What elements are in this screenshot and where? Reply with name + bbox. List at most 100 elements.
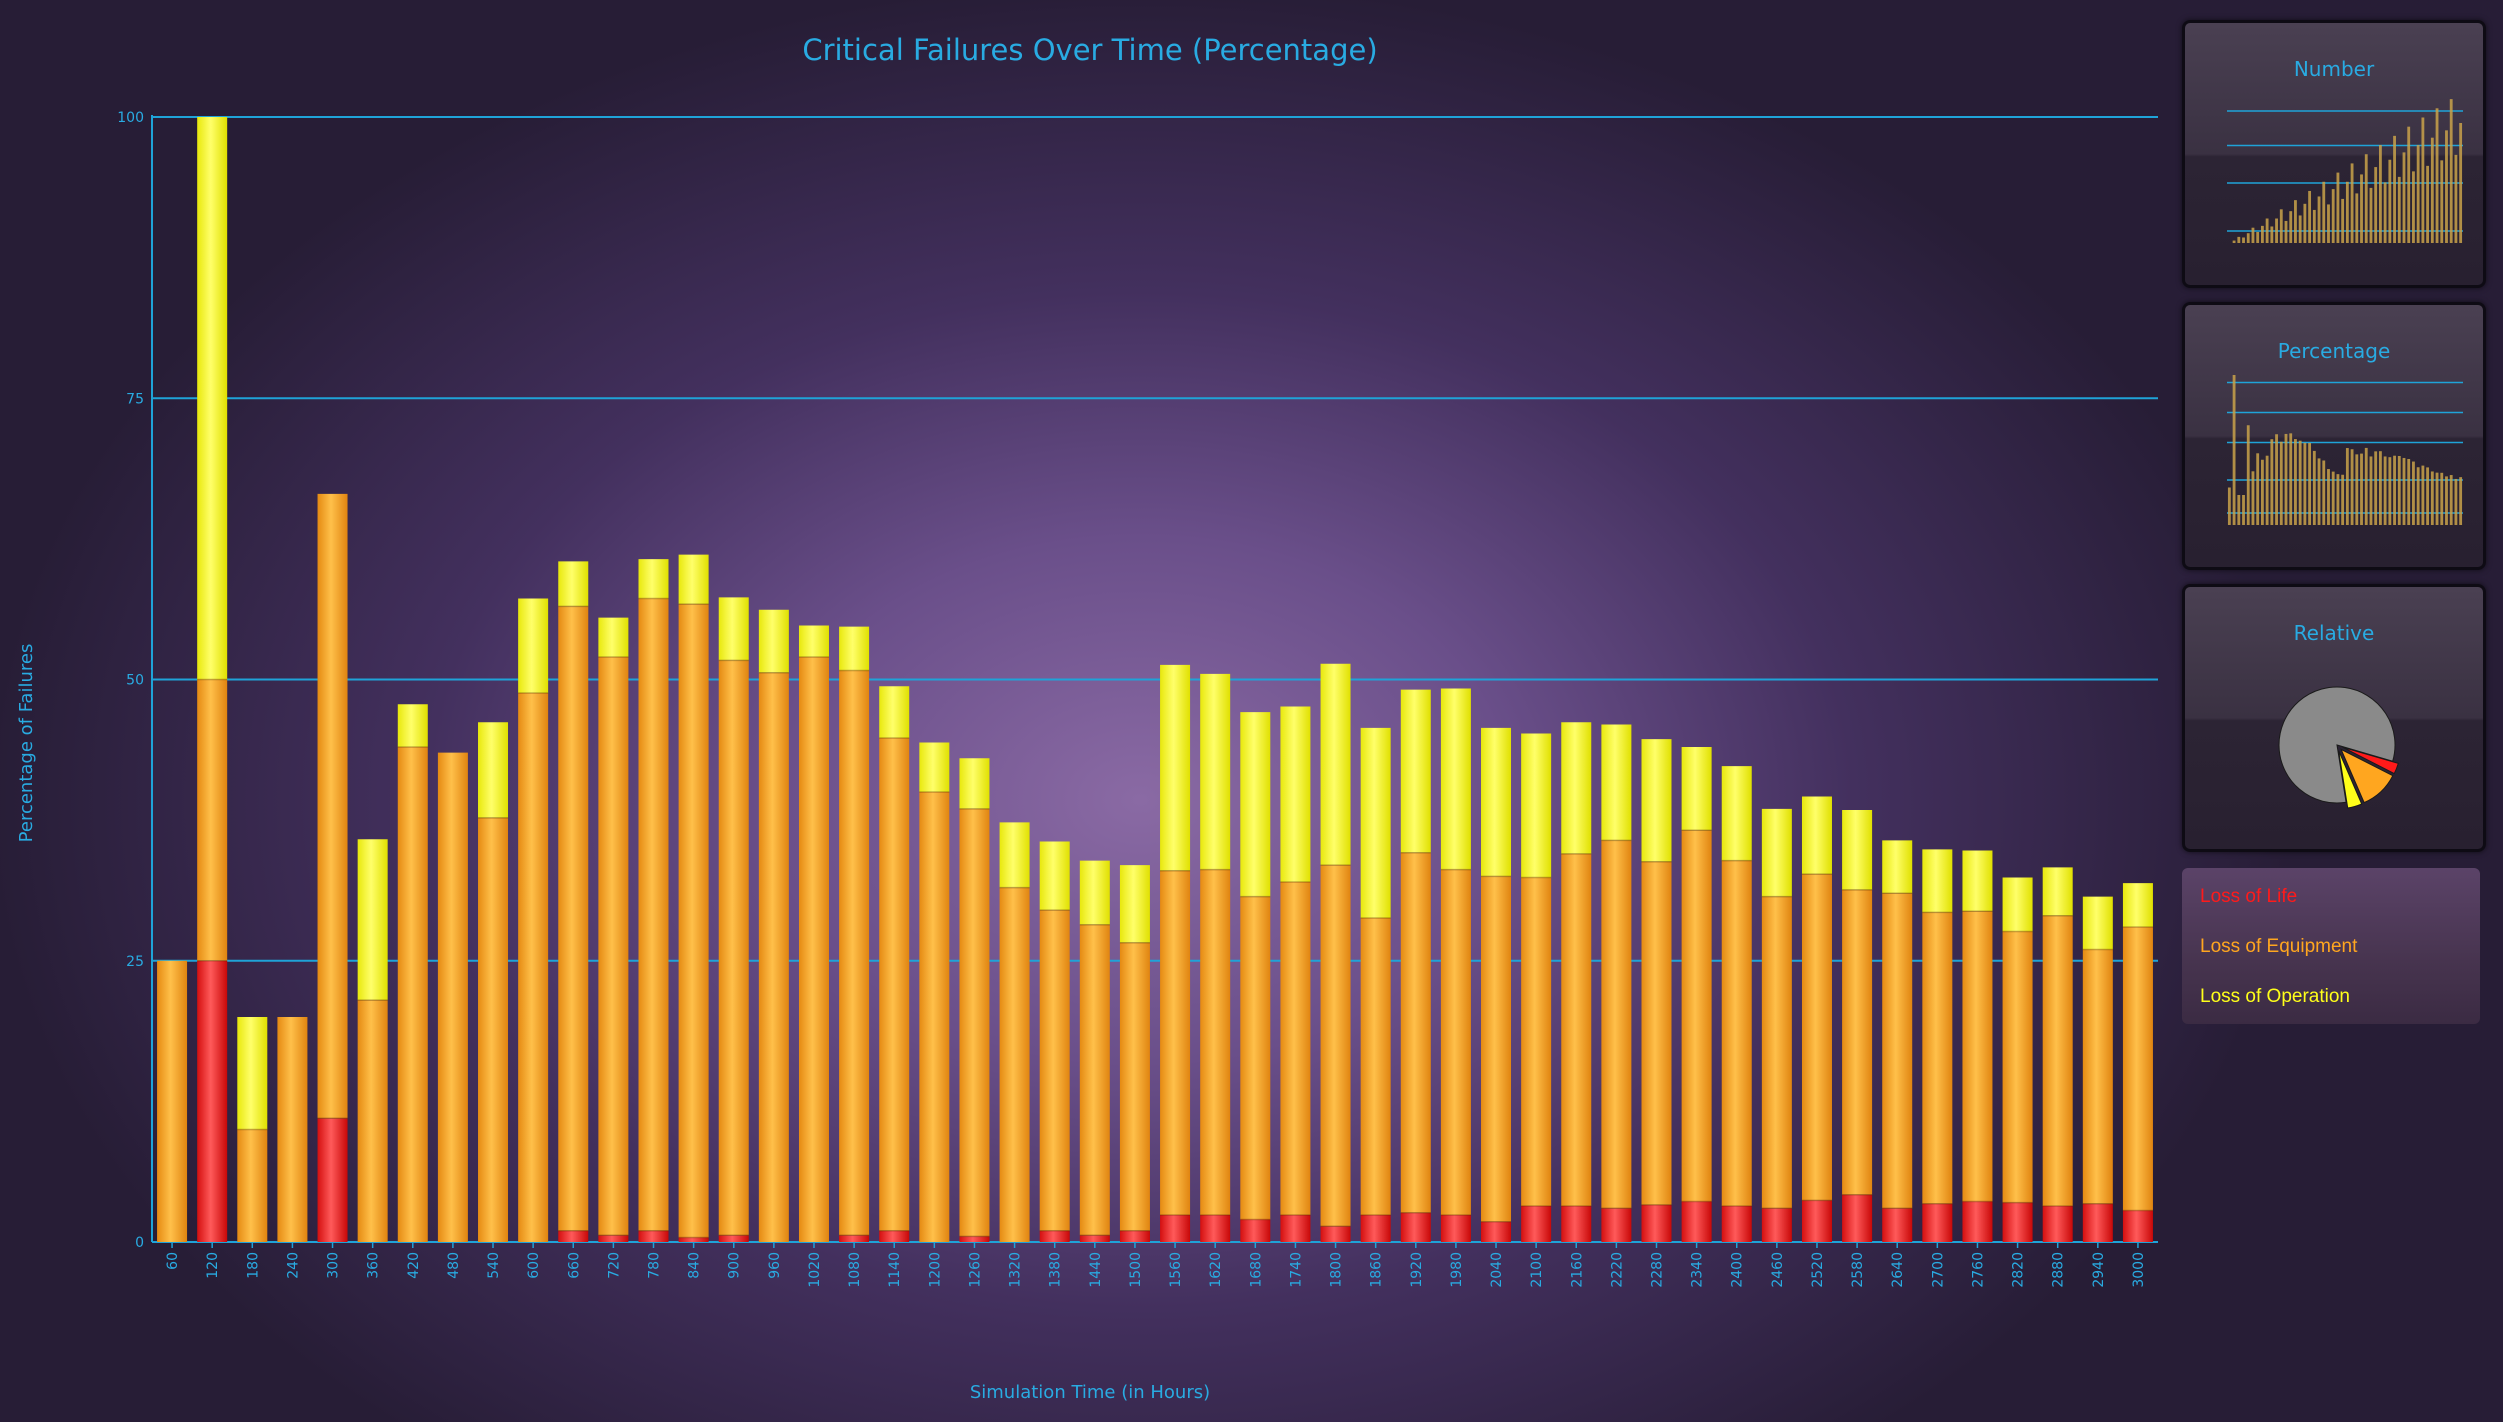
bar-loss-of-operation bbox=[1801, 796, 1832, 875]
x-tick-label: 480 bbox=[446, 1252, 462, 1279]
x-tick-label: 1500 bbox=[1128, 1252, 1144, 1288]
thumbnail-bar bbox=[2232, 375, 2236, 525]
bar-loss-of-life bbox=[1842, 1194, 1873, 1242]
x-tick-label: 60 bbox=[165, 1252, 181, 1270]
thumbnail-bar bbox=[2435, 472, 2439, 525]
bar-loss-of-equipment bbox=[237, 1129, 268, 1242]
bar-loss-of-operation bbox=[558, 561, 589, 607]
thumbnail-bar bbox=[2397, 456, 2401, 525]
thumbnail-bar bbox=[2426, 165, 2430, 243]
bar-loss-of-life bbox=[1440, 1215, 1471, 1242]
bar-loss-of-life bbox=[1882, 1208, 1913, 1242]
bar-loss-of-equipment bbox=[157, 960, 188, 1242]
x-tick-label: 2340 bbox=[1690, 1252, 1706, 1288]
thumbnail-bar bbox=[2289, 211, 2293, 243]
thumbnail-bar bbox=[2369, 456, 2373, 525]
x-tick-label: 420 bbox=[406, 1252, 422, 1279]
x-tick-label: 600 bbox=[526, 1252, 542, 1279]
axes: 0 25 50 75 100 60 120 180 240 300 360 420 480 540 600 6… bbox=[117, 110, 2147, 1288]
thumbnail-bar bbox=[2412, 171, 2415, 243]
bar-loss-of-equipment bbox=[1521, 877, 1552, 1206]
thumbnail-bar bbox=[2232, 240, 2236, 243]
thumbnail-bar bbox=[2364, 447, 2368, 525]
bar-loss-of-equipment bbox=[357, 1000, 388, 1242]
thumbnail-bar bbox=[2355, 454, 2359, 525]
legend-item-loss-of-operation: Loss of Operation bbox=[2200, 986, 2350, 1007]
bar-loss-of-life bbox=[718, 1235, 749, 1242]
bar-loss-of-equipment bbox=[2042, 915, 2073, 1206]
bar-loss-of-equipment bbox=[1280, 882, 1311, 1215]
x-tick-label: 2160 bbox=[1569, 1252, 1585, 1288]
relative-panel-title: Relative bbox=[2293, 621, 2375, 645]
number-thumbnail-panel[interactable]: Number bbox=[2182, 20, 2486, 288]
thumbnail-bar bbox=[2237, 495, 2241, 525]
bar-loss-of-equipment bbox=[798, 657, 829, 1242]
percentage-thumbnail-panel[interactable]: Percentage bbox=[2182, 302, 2486, 570]
thumbnail-bar bbox=[2360, 453, 2363, 525]
bar-loss-of-life bbox=[1801, 1200, 1832, 1242]
bar-loss-of-equipment bbox=[1641, 861, 1672, 1205]
percentage-panel-title: Percentage bbox=[2277, 339, 2391, 363]
thumbnail-bar bbox=[2331, 189, 2335, 243]
bar-loss-of-operation bbox=[237, 1017, 268, 1130]
thumbnail-bar bbox=[2312, 450, 2316, 525]
thumbnail-bar bbox=[2336, 172, 2340, 243]
bar-loss-of-operation bbox=[1200, 673, 1231, 870]
x-tick-label: 900 bbox=[727, 1252, 743, 1279]
bar-loss-of-life bbox=[959, 1236, 990, 1242]
thumbnail-bar bbox=[2327, 204, 2330, 243]
bar-loss-of-equipment bbox=[1801, 874, 1832, 1201]
bar-loss-of-equipment bbox=[1039, 910, 1070, 1231]
bar-loss-of-operation bbox=[1561, 722, 1592, 854]
bar-loss-of-operation bbox=[959, 758, 990, 809]
thumbnail-bar bbox=[2303, 442, 2307, 525]
x-tick-label: 240 bbox=[285, 1252, 301, 1279]
thumbnail-bar bbox=[2322, 181, 2326, 243]
bar-loss-of-equipment bbox=[1160, 870, 1191, 1215]
thumbnail-bar bbox=[2440, 472, 2444, 525]
thumbnail-bar bbox=[2270, 439, 2274, 525]
bar-loss-of-operation bbox=[839, 626, 870, 671]
thumbnail-bar bbox=[2317, 458, 2321, 525]
x-tick-label: 1800 bbox=[1329, 1252, 1345, 1288]
bar-loss-of-equipment bbox=[879, 738, 910, 1231]
bar-loss-of-life bbox=[317, 1118, 348, 1242]
thumbnail-bar bbox=[2454, 154, 2458, 243]
thumbnail-bar bbox=[2336, 474, 2340, 525]
thumbnail-bar bbox=[2355, 193, 2359, 243]
thumbnail-bar bbox=[2412, 461, 2415, 525]
bar-loss-of-equipment bbox=[1721, 860, 1752, 1206]
bar-loss-of-operation bbox=[718, 597, 749, 661]
thumbnail-bar bbox=[2350, 449, 2354, 525]
bar-loss-of-operation bbox=[1400, 689, 1431, 853]
y-axis-label: Percentage of Failures bbox=[16, 644, 37, 843]
thumbnail-bar bbox=[2294, 200, 2297, 243]
relative-thumbnail-panel[interactable]: Relative bbox=[2182, 584, 2486, 852]
percentage-thumbnail-chart bbox=[2227, 375, 2463, 525]
bar-loss-of-life bbox=[1561, 1206, 1592, 1242]
y-tick-label: 25 bbox=[126, 954, 144, 970]
thumbnail-bar bbox=[2407, 459, 2411, 525]
bar-loss-of-equipment bbox=[197, 679, 228, 961]
x-tick-label: 2880 bbox=[2051, 1252, 2067, 1288]
x-tick-label: 2040 bbox=[1489, 1252, 1505, 1288]
number-thumbnail-chart bbox=[2227, 99, 2463, 243]
bar-loss-of-life bbox=[1922, 1203, 1953, 1242]
bar-loss-of-life bbox=[839, 1235, 870, 1242]
x-tick-label: 1440 bbox=[1088, 1252, 1104, 1288]
x-tick-label: 1020 bbox=[807, 1252, 823, 1288]
thumbnail-bar bbox=[2459, 477, 2463, 525]
bar-loss-of-operation bbox=[638, 559, 669, 599]
thumbnail-bar bbox=[2256, 231, 2260, 243]
y-tick-label: 50 bbox=[126, 673, 144, 689]
x-tick-label: 2280 bbox=[1650, 1252, 1666, 1288]
legend: Loss of Life Loss of Equipment Loss of O… bbox=[2182, 868, 2480, 1024]
bar-loss-of-operation bbox=[518, 598, 549, 693]
bar-loss-of-equipment bbox=[1360, 918, 1391, 1215]
thumbnail-bar bbox=[2345, 181, 2349, 243]
thumbnail-bar bbox=[2374, 451, 2378, 525]
bar-loss-of-operation bbox=[1521, 733, 1552, 878]
bar-loss-of-equipment bbox=[437, 752, 468, 1242]
number-panel-title: Number bbox=[2293, 57, 2375, 81]
bar-loss-of-equipment bbox=[1561, 853, 1592, 1206]
